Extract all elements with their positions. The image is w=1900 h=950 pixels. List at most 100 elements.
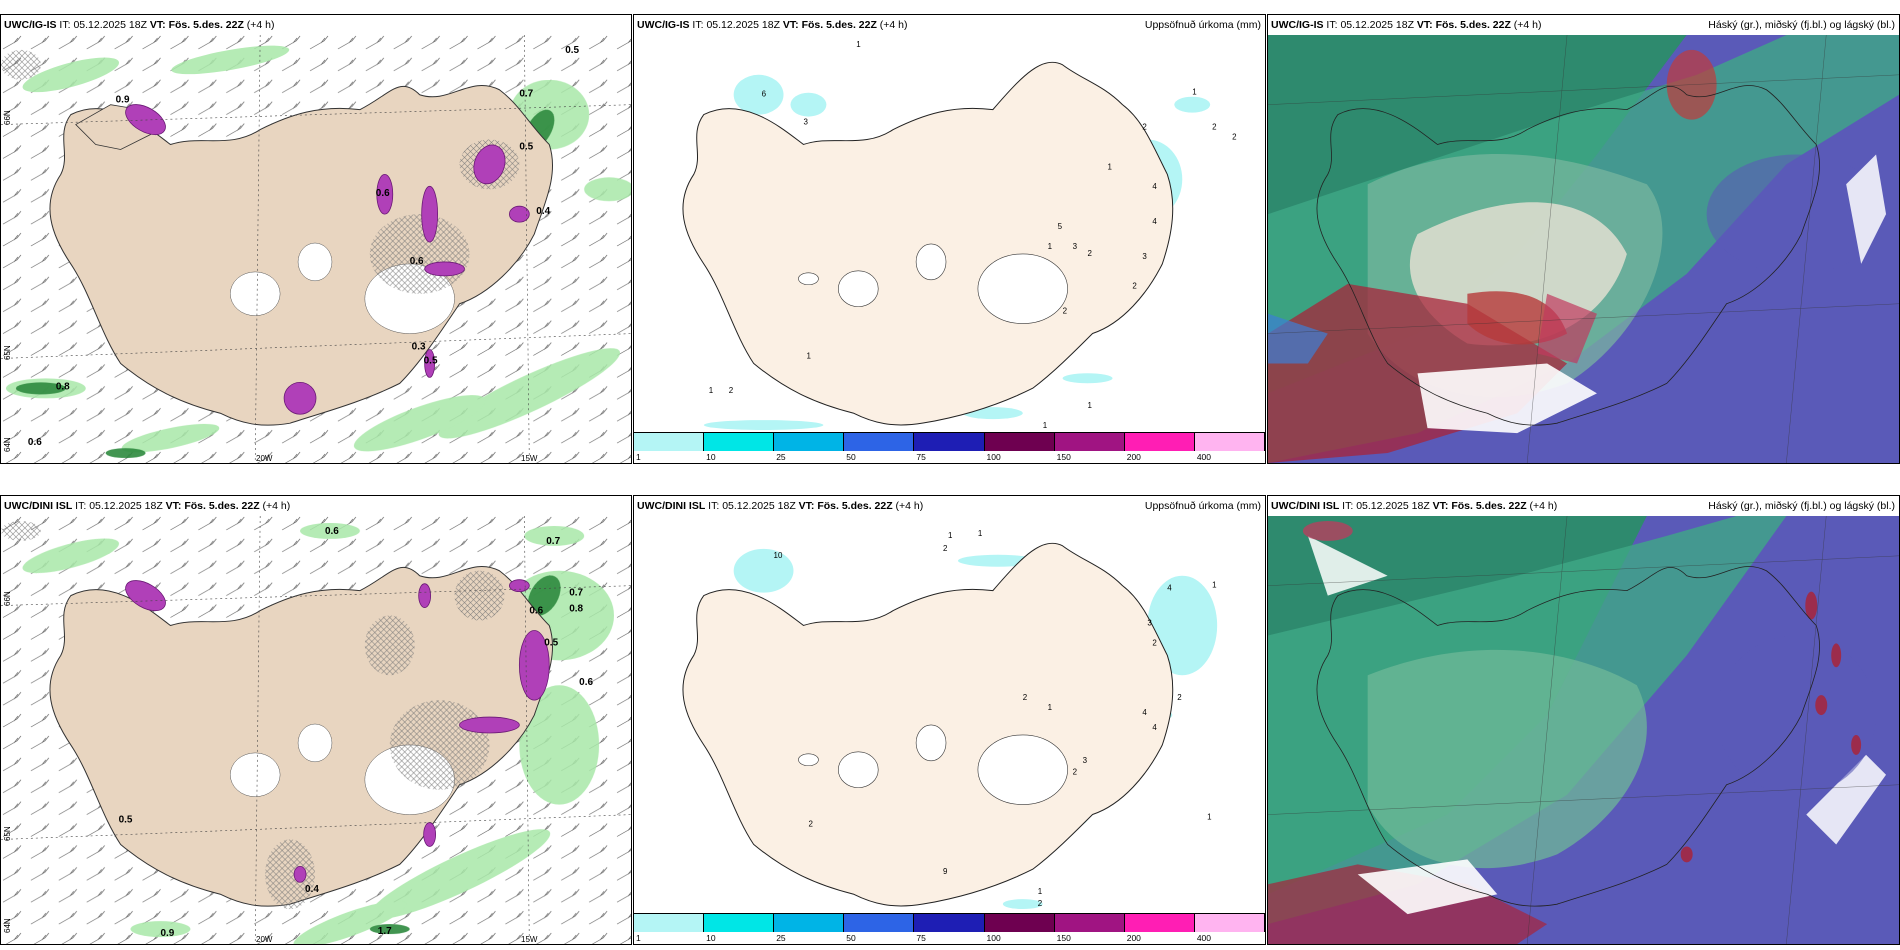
value-label: 0.5 [424,355,438,366]
panel-wind-dini: UWC/DINI ISL IT: 05.12.2025 18Z VT: Fös.… [0,495,632,945]
precip-map[interactable]: 1 1 2 10 4 1 3 2 1 2 4 3 2 1 2 9 1 2 2 4 [634,516,1265,914]
value-label: 1 [856,40,861,49]
lead-time: (+4 h) [879,19,908,31]
colorbar-label: 75 [916,452,926,462]
graticule [1268,35,1899,463]
wind-value-labels: 0.6 0.7 0.7 0.8 0.6 0.5 0.9 1.7 0.5 0.6 … [119,526,594,939]
value-label: 2 [1063,307,1068,316]
wind-map-svg: 0.6 0.7 0.7 0.8 0.6 0.5 0.9 1.7 0.5 0.6 … [1,516,631,944]
it-value: 05.12.2025 18Z [89,500,163,512]
lead-time: (+4 h) [246,19,275,31]
colorbar-label: 25 [776,452,786,462]
colorbar-swatch [634,914,705,932]
precip-map[interactable]: 1 6 3 2 1 2 2 1 5 3 4 2 1 3 2 4 1 1 2 2 [634,35,1265,433]
iceland-outline [1316,85,1820,426]
colorbar-label: 400 [1196,933,1212,943]
value-label: 3 [1083,756,1088,765]
value-label: 4 [1167,584,1172,593]
precip-colorbar: 1 10 25 50 75 100 150 200 400 [634,913,1265,944]
precip-value-labels: 1 1 2 10 4 1 3 2 1 2 4 3 2 1 2 9 1 2 2 4 [774,529,1218,908]
lon-label: 20W [256,935,273,944]
value-label: 0.6 [529,606,543,617]
lead-time: (+4 h) [895,500,924,512]
value-label: 0.9 [160,928,174,939]
lon-label: 15W [521,935,538,944]
vt-label: VT: [798,500,815,512]
colorbar-swatch [844,914,915,932]
graticule [1,516,631,944]
iceland-outline [1316,566,1820,907]
it-value: 05.12.2025 18Z [722,500,796,512]
vt-label: VT: [1416,19,1433,31]
value-label: 0.6 [28,437,42,448]
vt-label: VT: [782,19,799,31]
panel-header: UWC/IG-IS IT: 05.12.2025 18Z VT: Fös. 5.… [1,15,631,35]
value-label: 0.5 [544,637,558,648]
colorbar-swatch [704,433,775,451]
iceland-land [682,61,1174,426]
lat-label: 64N [3,437,12,452]
value-label: 1 [1212,581,1217,590]
vt-value: Fös. 5.des. 22Z [184,500,260,512]
iceland-land [682,542,1174,907]
cloud-map-svg [1268,516,1899,944]
glaciers [798,724,1068,805]
colorbar-swatch [1124,433,1195,451]
it-label: IT: [1342,500,1354,512]
value-label: 2 [1073,768,1078,777]
value-label: 1 [948,531,953,540]
colorbar-swatch [704,914,775,932]
lon-label: 15W [521,454,538,463]
colorbar-label: 10 [706,933,716,943]
lead-time: (+4 h) [1529,500,1558,512]
value-label: 1 [978,529,983,538]
precip-map-svg: 1 1 2 10 4 1 3 2 1 2 4 3 2 1 2 9 1 2 2 4 [682,529,1218,910]
value-label: 2 [1177,693,1182,702]
value-label: 1 [806,351,811,360]
value-label: 5 [1058,222,1063,231]
value-label: 2 [1023,693,1028,702]
graticule [1,35,631,463]
colorbar-swatch [1054,433,1125,451]
colorbar-label: 75 [916,933,926,943]
vt-value: Fös. 5.des. 22Z [801,19,877,31]
colorbar-swatches [634,433,1265,451]
cloud-map[interactable] [1268,516,1899,944]
value-label: 2 [943,544,948,553]
it-label: IT: [59,19,71,31]
value-label: 1 [1048,242,1053,251]
vt-value: Fös. 5.des. 22Z [168,19,244,31]
value-label: 3 [1073,242,1078,251]
model-name: UWC/IG-IS [4,19,57,31]
wind-map[interactable]: 0.9 0.7 0.6 0.5 0.4 0.3 0.5 0.8 0.6 0.5 … [1,35,631,463]
wind-map-svg: 0.9 0.7 0.6 0.5 0.4 0.3 0.5 0.8 0.6 0.5 … [1,35,631,463]
colorbar-label: 50 [846,933,856,943]
colorbar-label: 150 [1056,933,1071,943]
value-label: 4 [1152,217,1157,226]
panel-header: UWC/IG-IS IT: 05.12.2025 18Z VT: Fös. 5.… [634,15,1265,35]
lat-label: 66N [3,110,12,125]
model-name: UWC/DINI ISL [1271,500,1340,512]
colorbar-label: 50 [846,452,856,462]
wind-map[interactable]: 0.6 0.7 0.7 0.8 0.6 0.5 0.9 1.7 0.5 0.6 … [1,516,631,944]
vt-value: Fös. 5.des. 22Z [1435,19,1511,31]
value-label: 0.6 [325,526,339,537]
value-label: 2 [1232,132,1237,141]
value-label: 0.3 [412,342,426,353]
value-label: 10 [774,551,783,560]
value-label: 2 [729,386,734,395]
value-label: 0.4 [305,884,319,895]
panel-precip-dini: UWC/DINI ISL IT: 05.12.2025 18Z VT: Fös.… [633,495,1266,945]
value-label: 0.7 [519,89,533,100]
value-label: 3 [803,118,808,127]
lat-label: 64N [3,918,12,933]
value-label: 0.7 [569,588,583,599]
lat-label: 66N [3,591,12,606]
colorbar-label: 100 [986,933,1001,943]
panel-precip-igis: UWC/IG-IS IT: 05.12.2025 18Z VT: Fös. 5.… [633,14,1266,464]
colorbar-swatches [634,914,1265,932]
cloud-map[interactable] [1268,35,1899,463]
vt-label: VT: [149,19,166,31]
value-label: 2 [1152,638,1157,647]
cloud-map-svg [1268,35,1899,463]
